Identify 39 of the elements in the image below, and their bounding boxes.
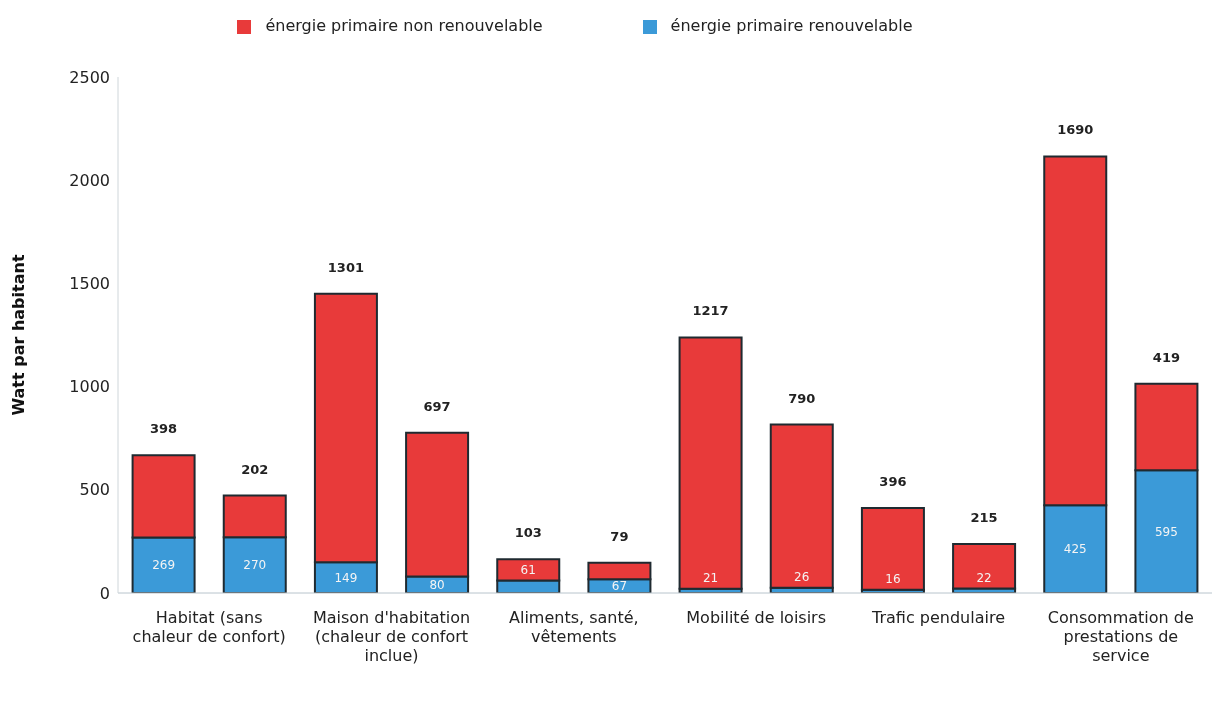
x-tick-label: Mobilité de loisirs <box>686 608 827 627</box>
data-label: 595 <box>1154 524 1178 539</box>
x-tick-label: Consommation de prestations de service <box>1047 608 1194 666</box>
y-tick-label: 1000 <box>69 377 110 397</box>
data-label: 103 <box>514 525 542 541</box>
data-label: 16 <box>885 571 901 586</box>
y-tick-label: 2500 <box>69 67 110 87</box>
data-label: 1690 <box>1057 122 1094 138</box>
data-label: 1301 <box>327 259 365 275</box>
data-label: 269 <box>152 558 176 573</box>
x-tick-label: Maison d'habitation (chaleur de confort inclue) <box>312 608 471 666</box>
data-label: 79 <box>610 528 629 544</box>
data-label: 202 <box>241 461 269 477</box>
y-axis-title: Watt par habitant <box>8 254 28 416</box>
data-label: 398 <box>150 421 178 437</box>
data-label: 80 <box>429 577 445 592</box>
data-label: 425 <box>1063 542 1087 557</box>
x-tick-label: Trafic pendulaire <box>871 608 1005 627</box>
data-label: 215 <box>970 510 998 526</box>
data-label: 790 <box>788 390 816 406</box>
data-label: 396 <box>879 473 907 489</box>
y-tick-label: 500 <box>79 480 110 500</box>
y-tick-label: 1500 <box>69 274 110 294</box>
data-label: 419 <box>1152 349 1180 365</box>
data-label: 1217 <box>692 303 729 319</box>
legend-label: énergie primaire non renouvelable <box>265 16 543 35</box>
legend-label: énergie primaire renouvelable <box>670 16 913 35</box>
data-label: 67 <box>611 579 628 594</box>
y-tick-label: 2000 <box>69 170 110 190</box>
x-tick-label: Habitat (sans chaleur de confort) <box>132 608 286 647</box>
x-tick-label: Aliments, santé, vêtements <box>509 608 639 647</box>
data-label: 149 <box>334 570 358 585</box>
data-label: 22 <box>976 570 992 585</box>
data-label: 697 <box>423 398 451 414</box>
data-label: 26 <box>794 569 810 584</box>
y-tick-label: 0 <box>99 583 110 603</box>
data-label: 61 <box>520 562 536 577</box>
data-label: 270 <box>243 558 267 573</box>
data-label: 21 <box>702 570 719 585</box>
